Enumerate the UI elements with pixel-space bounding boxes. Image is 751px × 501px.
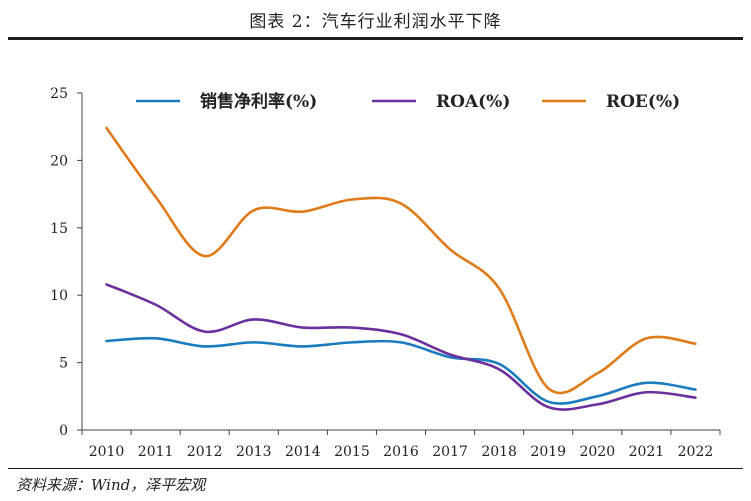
chart-axes <box>81 93 720 431</box>
x-tick-label: 2012 <box>187 444 223 460</box>
x-tick-label: 2017 <box>432 444 468 460</box>
y-tick-label: 20 <box>50 153 68 169</box>
y-tick-label: 15 <box>50 221 68 237</box>
legend-label: ROA(%) <box>436 92 510 112</box>
y-axis-ticks: 0 5 10 15 20 25 <box>50 86 82 439</box>
x-tick-label: 2018 <box>481 444 517 460</box>
legend-label: ROE(%) <box>606 92 680 112</box>
series-line-roa <box>105 283 697 411</box>
series-lines <box>105 126 697 411</box>
bottom-rule <box>8 468 743 469</box>
top-rule <box>8 37 743 40</box>
source-note: 资料来源：Wind，泽平宏观 <box>16 476 206 494</box>
y-tick-label: 5 <box>59 356 68 372</box>
legend-item-roe: ROE(%) <box>542 92 680 112</box>
figure-title: 图表 2：汽车行业利润水平下降 <box>249 12 502 32</box>
figure-title-bar: 图表 2：汽车行业利润水平下降 <box>0 0 751 36</box>
x-tick-label: 2022 <box>678 444 714 460</box>
legend-label: 销售净利率(%) <box>200 91 317 112</box>
legend-item-roa: ROA(%) <box>372 92 510 112</box>
series-line-roe <box>105 126 697 395</box>
y-tick-label: 10 <box>50 288 68 304</box>
x-tick-label: 2016 <box>383 444 419 460</box>
x-tick-label: 2021 <box>629 444 665 460</box>
x-tick-label: 2010 <box>89 444 125 460</box>
x-tick-label: 2013 <box>236 444 272 460</box>
x-tick-label: 2015 <box>334 444 370 460</box>
series-line-net-margin <box>105 336 697 405</box>
x-tick-label: 2011 <box>138 444 174 460</box>
x-tick-label: 2019 <box>530 444 566 460</box>
x-tick-label: 2014 <box>285 444 321 460</box>
x-axis-ticks: 2010 2011 2012 2013 2014 2015 2016 2017 2018 2019… <box>81 430 721 460</box>
x-tick-label: 2020 <box>579 444 615 460</box>
y-tick-label: 25 <box>50 86 68 102</box>
legend-item-net-margin: 销售净利率(%) <box>136 91 317 112</box>
y-tick-label: 0 <box>59 423 68 439</box>
chart-legend: 销售净利率(%) ROA(%) ROE(%) <box>136 91 680 112</box>
